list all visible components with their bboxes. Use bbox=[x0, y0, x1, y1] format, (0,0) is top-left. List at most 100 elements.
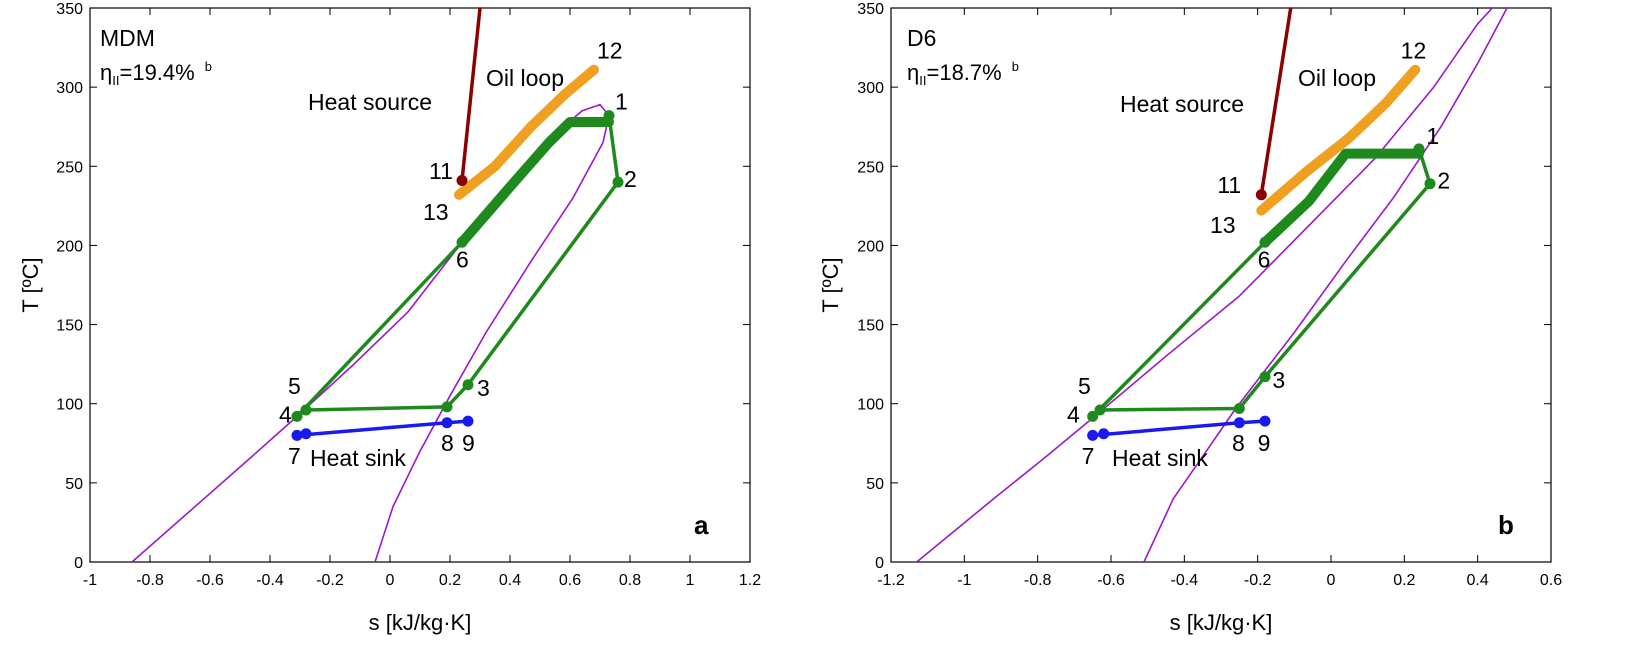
panel-a-state-point-label: 13 bbox=[423, 199, 449, 225]
panel-a-plot-frame bbox=[89, 7, 751, 563]
panel-a-evaporator-line bbox=[457, 117, 614, 248]
panel-a-state-point-marker bbox=[291, 429, 303, 441]
panel-a-x-tick-label: -0.2 bbox=[316, 572, 344, 589]
panel-a-state-point-label: 9 bbox=[462, 430, 475, 456]
panel-a-state-point-marker bbox=[456, 175, 468, 187]
panel-b-saturation-dome-right-line bbox=[1143, 8, 1508, 562]
panel-b-x-tick-label: 0.2 bbox=[1393, 572, 1415, 589]
panel-b-state-point-marker bbox=[1413, 143, 1425, 155]
panel-b-plot-frame bbox=[890, 7, 1552, 563]
panel-b-state-point-marker bbox=[1424, 178, 1436, 190]
panel-a-x-tick-label: 1 bbox=[686, 572, 695, 589]
panel-b-x-tick-label: -0.6 bbox=[1097, 572, 1125, 589]
panel-b-eta-value: =18.7% bbox=[926, 60, 1001, 85]
panel-a-y-tick-label: 300 bbox=[56, 80, 83, 97]
panel-a-saturation-dome-line bbox=[131, 103, 610, 562]
panel-a-eta-symbol: η bbox=[100, 60, 112, 85]
panel-a-y-tick-label: 0 bbox=[74, 555, 83, 572]
panel-b-letter: b bbox=[1498, 510, 1514, 540]
panel-b-state-point-marker bbox=[1098, 428, 1110, 440]
panel-a-eta-superscript: b bbox=[205, 59, 212, 74]
panel-b-eta-symbol: η bbox=[907, 60, 919, 85]
panel-a-ticks: -1 -0.8 -0.6 -0.4 -0.2 0 0.2 0.4 0.6 0.8 1 1.2 0 50 10… bbox=[56, 1, 761, 589]
panel-b-heat-source-label: Heat source bbox=[1120, 91, 1244, 117]
panel-a-state-point-marker bbox=[462, 415, 474, 427]
panel-a-efficiency: ηII=19.4% b bbox=[100, 59, 212, 88]
panel-a-state-point-marker bbox=[291, 410, 303, 422]
panel-b-heat-sink-label: Heat sink bbox=[1112, 445, 1208, 471]
panel-b-x-tick-label: -0.4 bbox=[1171, 572, 1199, 589]
panel-b-state-point-label: 8 bbox=[1232, 430, 1245, 456]
panel-b-state-point-label: 11 bbox=[1217, 172, 1241, 198]
panel-a-state-point-marker bbox=[441, 417, 453, 429]
panel-a-x-tick-label: 0 bbox=[386, 572, 395, 589]
panel-a-state-point-label: 6 bbox=[456, 247, 469, 273]
panel-a-heat-source-line bbox=[460, 8, 482, 183]
panel-a-x-axis-title: s [kJ/kg·K] bbox=[369, 610, 472, 635]
panel-b-y-tick-label: 200 bbox=[857, 238, 884, 255]
panel-b-y-tick-label: 250 bbox=[857, 159, 884, 176]
panel-b-state-point-label: 6 bbox=[1258, 247, 1271, 273]
panel-b-state-point-marker bbox=[1259, 236, 1271, 248]
panel-b-cycle-lower-line bbox=[1090, 240, 1267, 419]
panel-a-y-tick-label: 50 bbox=[65, 476, 83, 493]
panel-b-x-tick-label: 0.4 bbox=[1467, 572, 1489, 589]
panel-a-x-tick-label: -0.8 bbox=[136, 572, 164, 589]
panel-b-heat-source-line bbox=[1259, 8, 1293, 197]
panel-a-chart: -1 -0.8 -0.6 -0.4 -0.2 0 0.2 0.4 0.6 0.8 1 1.2 0 50 10… bbox=[18, 1, 761, 635]
panel-b-state-point-marker bbox=[1255, 189, 1267, 201]
panel-a-y-tick-label: 250 bbox=[56, 159, 83, 176]
panel-a-y-tick-label: 100 bbox=[56, 397, 83, 414]
panel-b-eta-superscript: b bbox=[1012, 59, 1019, 74]
panel-a-state-point-label: 7 bbox=[288, 443, 301, 469]
panel-b-y-tick-label: 100 bbox=[857, 397, 884, 414]
panel-b-state-point-marker bbox=[1087, 410, 1099, 422]
panel-a-x-tick-label: 0.4 bbox=[499, 572, 521, 589]
panel-a-eta-subscript: II bbox=[112, 73, 119, 88]
panel-a-markers bbox=[291, 110, 624, 441]
panel-b-state-point-marker bbox=[1259, 415, 1271, 427]
panel-a-state-point-marker bbox=[456, 236, 468, 248]
panel-a-state-point-marker bbox=[612, 176, 624, 188]
panel-b-state-point-label: 3 bbox=[1272, 367, 1285, 393]
panel-b-state-point-label: 7 bbox=[1082, 443, 1095, 469]
panel-b-y-tick-label: 150 bbox=[857, 318, 884, 335]
panel-a-state-point-label: 12 bbox=[597, 38, 623, 64]
panel-b-x-tick-label: 0.6 bbox=[1540, 572, 1562, 589]
panel-b-y-axis-title: T [ºC] bbox=[818, 257, 843, 312]
panel-a-x-tick-label: -0.4 bbox=[256, 572, 284, 589]
panel-b-state-point-marker bbox=[1233, 417, 1245, 429]
panel-a-letter: a bbox=[694, 510, 709, 540]
panel-b-eta-subscript: II bbox=[919, 73, 926, 88]
panel-b-x-tick-label: -1 bbox=[957, 572, 971, 589]
panel-b-evaporator-line bbox=[1260, 148, 1424, 248]
panel-a-eta-value: =19.4% bbox=[119, 60, 194, 85]
panel-b-state-point-marker bbox=[1087, 429, 1099, 441]
panel-a-y-tick-label: 350 bbox=[56, 1, 83, 18]
panel-b-state-point-label: 2 bbox=[1437, 167, 1450, 193]
panel-a-oil-loop-line bbox=[454, 64, 599, 200]
panel-b-x-tick-label: -1.2 bbox=[877, 572, 905, 589]
panel-a-x-tick-label: 0.8 bbox=[619, 572, 641, 589]
panel-b-markers bbox=[1087, 143, 1436, 441]
panel-b-x-tick-label: -0.2 bbox=[1244, 572, 1272, 589]
panel-b-state-point-label: 4 bbox=[1067, 402, 1080, 428]
panel-a-state-point-label: 2 bbox=[624, 166, 637, 192]
panel-a-state-point-label: 1 bbox=[615, 88, 628, 114]
panel-b-state-point-marker bbox=[1094, 404, 1106, 416]
panel-b-state-point-label: 12 bbox=[1401, 38, 1427, 64]
panel-a-x-tick-label: -1 bbox=[83, 572, 97, 589]
panel-a-state-point-marker bbox=[441, 401, 453, 413]
panel-b-fluid-name: D6 bbox=[907, 25, 936, 51]
panel-b-y-tick-label: 300 bbox=[857, 80, 884, 97]
panel-b-state-point-label: 9 bbox=[1258, 430, 1271, 456]
panel-a-state-point-marker bbox=[462, 379, 474, 391]
panel-b-oil-loop-label: Oil loop bbox=[1298, 65, 1376, 91]
panel-b-y-tick-label: 0 bbox=[875, 555, 884, 572]
panel-a-state-point-label: 5 bbox=[288, 373, 301, 399]
panel-a-y-tick-label: 200 bbox=[56, 238, 83, 255]
panel-a-x-tick-label: -0.6 bbox=[196, 572, 224, 589]
